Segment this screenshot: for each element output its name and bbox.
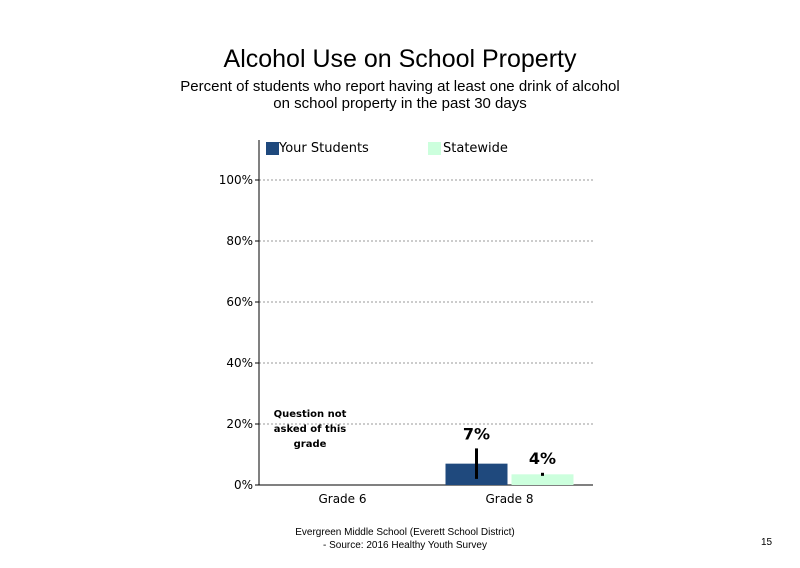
- annotation-not-asked: Question not asked of this grade: [273, 409, 347, 450]
- page-number: 15: [761, 537, 773, 548]
- y-tick-label: 100%: [219, 173, 253, 187]
- data-label: 4%: [529, 449, 556, 468]
- legend-label-statewide: Statewide: [443, 141, 508, 156]
- bar-statewide: [511, 474, 574, 485]
- subtitle-line-1: Percent of students who report having at…: [180, 78, 620, 95]
- footer: Evergreen Middle School (Everett School …: [240, 526, 570, 552]
- subtitle-line-2: on school property in the past 30 days: [273, 95, 527, 112]
- y-tick-label: 40%: [226, 356, 253, 370]
- chart-title: Alcohol Use on School Property: [223, 45, 577, 73]
- y-tick-label: 0%: [234, 478, 253, 492]
- x-tick-label: Grade 8: [485, 492, 533, 506]
- footer-school: Evergreen Middle School (Everett School …: [295, 527, 515, 538]
- data-label: 7%: [463, 424, 490, 443]
- chart-subtitle: Percent of students who report having at…: [170, 78, 630, 112]
- x-tick-label: Grade 6: [318, 492, 366, 506]
- legend-label-your-students: Your Students: [279, 141, 369, 156]
- legend-swatch-statewide: [428, 142, 441, 155]
- y-tick-label: 20%: [226, 417, 253, 431]
- y-tick-label: 80%: [226, 234, 253, 248]
- footer-source: - Source: 2016 Healthy Youth Survey: [323, 540, 487, 551]
- y-tick-label: 60%: [226, 295, 253, 309]
- legend-swatch-your-students: [266, 142, 279, 155]
